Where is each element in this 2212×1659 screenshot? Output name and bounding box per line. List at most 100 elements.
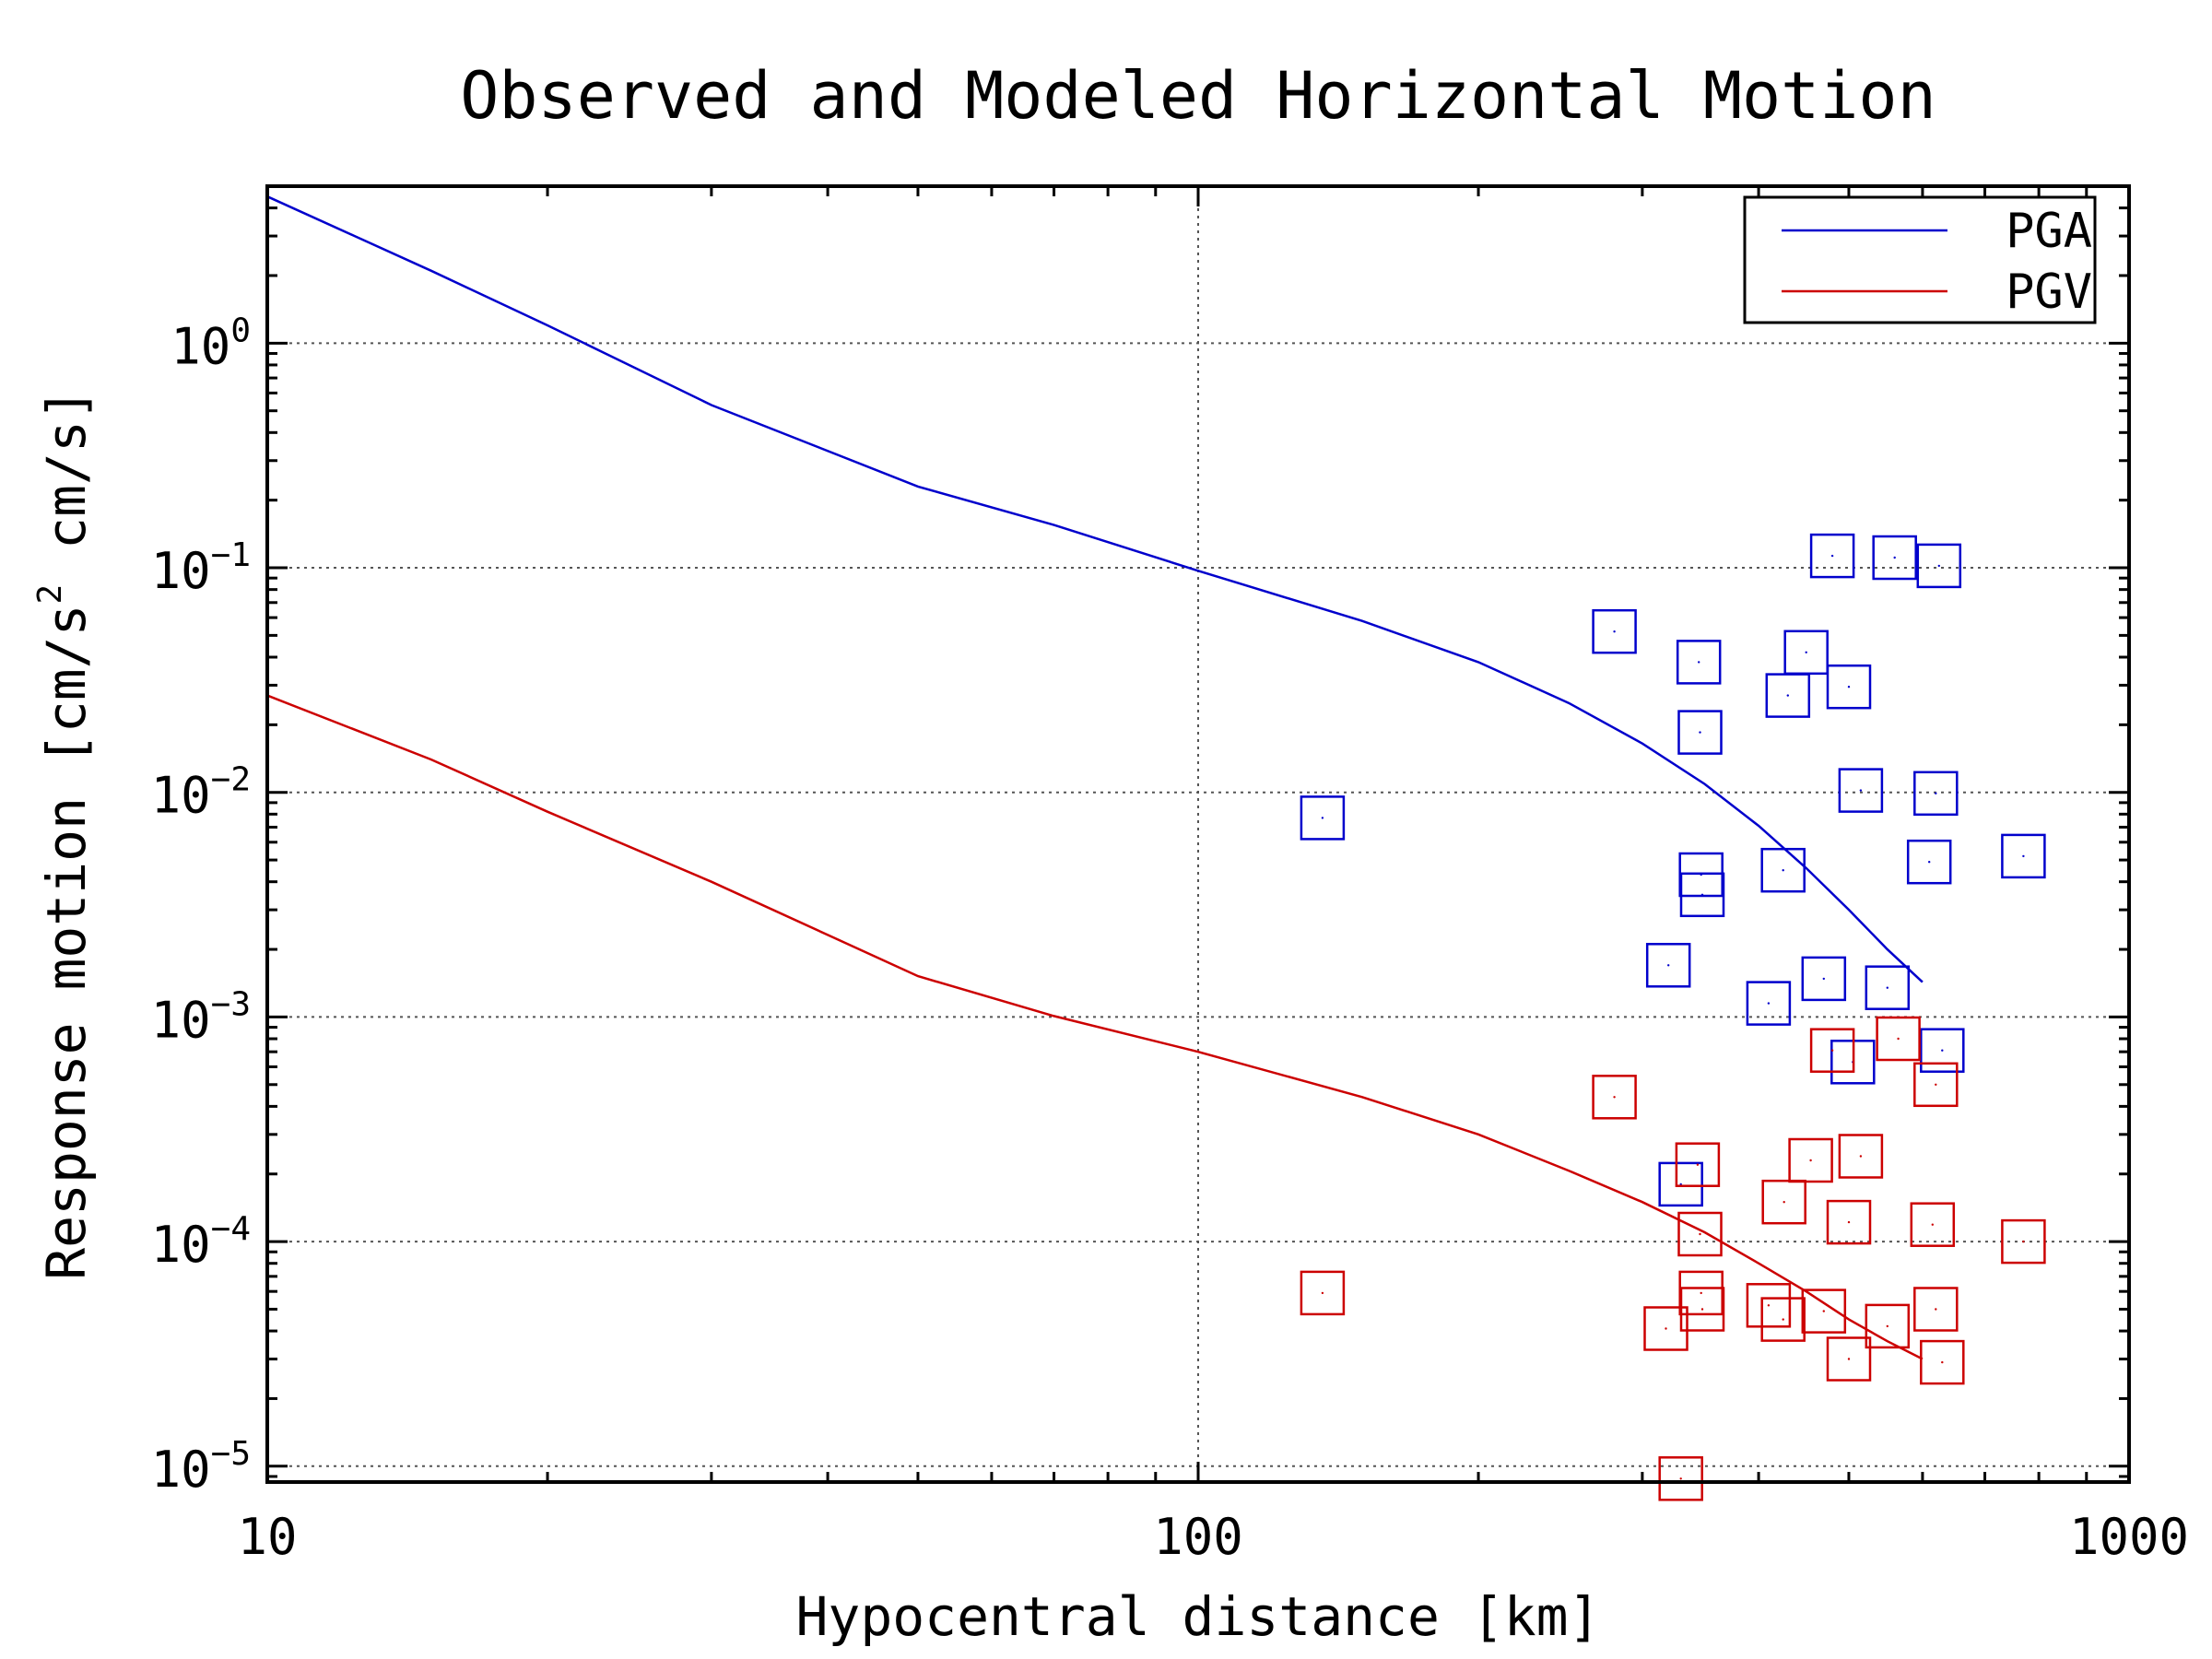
- observed-point-dot: [1859, 1155, 1863, 1158]
- y-tick-label-exponent: −5: [211, 1435, 251, 1473]
- observed-point-marker: [1916, 543, 1962, 589]
- y-tick-label: 10−2: [151, 761, 251, 825]
- observed-point-dot: [1822, 977, 1826, 981]
- y-tick-label-base: 10: [171, 317, 230, 375]
- observed-point-dot: [1931, 1223, 1934, 1226]
- observed-point-marker: [1676, 640, 1722, 685]
- observed-point-marker: [1643, 1306, 1688, 1351]
- observed-point-dot: [2022, 854, 2025, 858]
- y-tick-label-base: 10: [151, 1441, 211, 1499]
- y-tick-label: 100: [171, 312, 251, 375]
- plot-area: [266, 195, 2046, 1501]
- y-tick-label: 10−4: [151, 1210, 251, 1274]
- observed-point-dot: [2022, 1240, 2025, 1243]
- observed-point-marker: [1677, 1211, 1723, 1257]
- observed-point-dot: [1700, 893, 1704, 896]
- observed-point-marker: [1760, 1297, 1806, 1342]
- observed-point-marker: [1761, 1179, 1806, 1225]
- observed-point-dot: [1613, 630, 1616, 633]
- y-tick-label-exponent: −2: [211, 761, 251, 799]
- legend: PGA PGV: [1743, 195, 2097, 324]
- y-tick-label-exponent: −3: [211, 985, 251, 1023]
- observed-point-dot: [1767, 1002, 1771, 1005]
- observed-point-marker: [1677, 710, 1723, 755]
- observed-points-3: [1300, 1016, 2046, 1501]
- y-axis-label-sup: 2: [31, 584, 69, 605]
- observed-point-marker: [1826, 1336, 1872, 1382]
- observed-point-dot: [1699, 731, 1701, 734]
- observed-point-dot: [1897, 1037, 1900, 1041]
- observed-point-marker: [1300, 795, 1346, 841]
- observed-point-marker: [1906, 839, 1952, 885]
- y-tick-label-base: 10: [151, 991, 211, 1049]
- chart-title: Observed and Modeled Horizontal Motion: [460, 58, 1936, 134]
- y-tick-label-base: 10: [151, 1216, 211, 1274]
- y-tick-label-exponent: 0: [230, 312, 251, 349]
- observed-point-marker: [1838, 768, 1884, 813]
- observed-point-dot: [1886, 1324, 1888, 1328]
- observed-point-marker: [1920, 1028, 1965, 1073]
- observed-point-marker: [1826, 1199, 1872, 1245]
- observed-point-dot: [1809, 1159, 1812, 1162]
- observed-point-marker: [1746, 1283, 1792, 1328]
- observed-point-marker: [1788, 1137, 1833, 1183]
- observed-point-marker: [2001, 833, 2046, 879]
- observed-point-marker: [1658, 1456, 1703, 1501]
- x-tick-labels: 10 100 1000: [237, 1508, 2189, 1566]
- observed-point-marker: [1913, 771, 1959, 817]
- observed-point-marker: [1658, 1161, 1703, 1207]
- observed-point-dot: [1847, 1220, 1851, 1224]
- y-tick-label-base: 10: [151, 542, 211, 600]
- observed-point-marker: [1679, 1287, 1725, 1332]
- observed-point-dot: [1830, 1049, 1834, 1052]
- observed-point-dot: [1786, 694, 1790, 697]
- x-tick-label: 1000: [2069, 1508, 2189, 1566]
- observed-point-dot: [1941, 1360, 1944, 1364]
- observed-point-marker: [1592, 608, 1637, 654]
- observed-point-marker: [1826, 664, 1872, 710]
- observed-point-dot: [1696, 1163, 1700, 1166]
- observed-point-dot: [1805, 651, 1807, 653]
- observed-point-marker: [1645, 943, 1691, 988]
- y-tick-label: 10−5: [151, 1435, 251, 1499]
- grid: [267, 186, 2129, 1482]
- observed-point-dot: [1782, 869, 1784, 872]
- y-axis-label-tail: cm/s]: [35, 388, 98, 549]
- observed-point-dot: [1847, 1358, 1851, 1360]
- observed-point-marker: [1872, 535, 1917, 581]
- observed-point-dot: [1665, 1327, 1667, 1330]
- observed-point-dot: [1698, 661, 1700, 664]
- observed-point-dot: [1937, 564, 1940, 568]
- y-tick-label-base: 10: [151, 767, 211, 825]
- observed-point-dot: [1886, 986, 1888, 989]
- observed-point-marker: [1876, 1016, 1921, 1062]
- observed-point-marker: [1679, 872, 1725, 918]
- observed-point-marker: [1920, 1339, 1965, 1385]
- observed-point-marker: [1678, 1270, 1724, 1316]
- observed-point-dot: [1321, 817, 1324, 819]
- observed-point-dot: [1893, 556, 1896, 559]
- plot-frame: [265, 184, 2131, 1484]
- x-axis-label: Hypocentral distance [km]: [796, 1585, 1601, 1648]
- observed-point-dot: [1782, 1318, 1784, 1321]
- observed-point-dot: [1679, 1477, 1682, 1480]
- observed-point-marker: [1675, 1142, 1721, 1187]
- observed-point-marker: [1801, 1288, 1847, 1334]
- observed-point-marker: [1913, 1062, 1959, 1108]
- legend-label-pga: PGA: [2006, 204, 2092, 259]
- observed-point-dot: [1699, 1232, 1701, 1236]
- observed-point-marker: [1809, 1028, 1855, 1073]
- series-line-pga: [266, 195, 1924, 983]
- observed-point-marker: [2001, 1218, 2046, 1265]
- y-tick-label: 10−3: [151, 985, 251, 1049]
- observed-point-dot: [1935, 1083, 1937, 1087]
- x-tick-label: 10: [237, 1508, 297, 1566]
- y-tick-label-exponent: −4: [211, 1210, 251, 1248]
- observed-point-marker: [1300, 1270, 1346, 1316]
- observed-point-marker: [1913, 1287, 1959, 1332]
- observed-point-dot: [1941, 1049, 1944, 1052]
- y-axis-label: Response motion [cm/s2 cm/s]: [31, 388, 98, 1280]
- observed-point-dot: [1822, 1310, 1826, 1312]
